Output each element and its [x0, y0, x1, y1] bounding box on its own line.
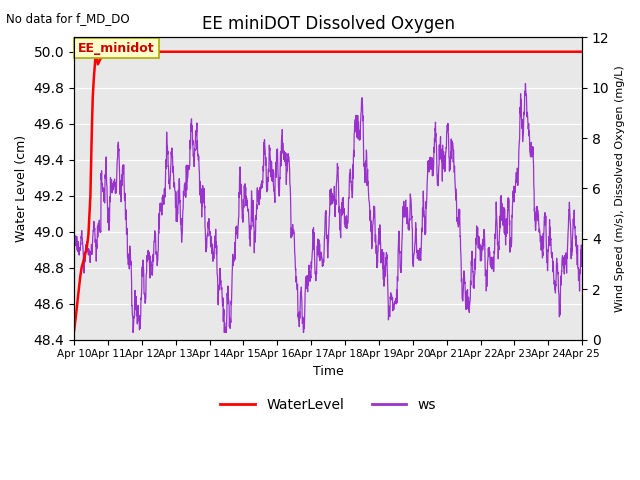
Text: EE_minidot: EE_minidot [78, 42, 155, 55]
Text: No data for f_MD_DO: No data for f_MD_DO [6, 12, 130, 25]
Y-axis label: Water Level (cm): Water Level (cm) [15, 135, 28, 242]
X-axis label: Time: Time [313, 365, 344, 378]
Legend: WaterLevel, ws: WaterLevel, ws [214, 392, 442, 418]
Title: EE miniDOT Dissolved Oxygen: EE miniDOT Dissolved Oxygen [202, 15, 454, 33]
Y-axis label: Wind Speed (m/s), Dissolved Oxygen (mg/L): Wind Speed (m/s), Dissolved Oxygen (mg/L… [615, 65, 625, 312]
